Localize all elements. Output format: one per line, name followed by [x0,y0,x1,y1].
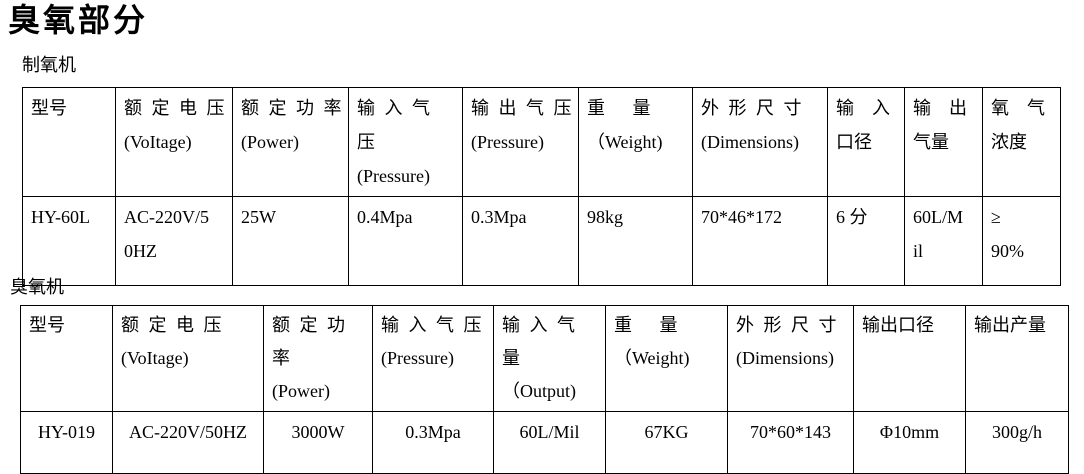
ozone-machine-table: 型号 额 定 电 压 (VoItage) 额 定 功 率 (Power) 输 入 气… [20,305,1069,474]
header-dimensions-en: (Dimensions) [701,132,799,152]
header-output-pressure-en: (Pressure) [471,132,544,152]
header-input-caliber-zh: 输 入 口径 [836,98,890,152]
cell-output-caliber: Φ10mm [853,411,966,474]
header-input-airflow-en: （Output) [502,381,576,401]
header-cell-dimensions: 外 形 尺 寸 (Dimensions) [727,305,854,412]
header-power-zh: 额 定 功 率 [272,315,345,368]
cell-oxygen-concentration: ≥ 90% [982,196,1061,286]
header-weight-zh: 重 量 [614,315,678,335]
cell-input-caliber: 6 分 [827,196,905,286]
header-cell-output-pressure: 输 出 气 压 (Pressure) [462,87,579,197]
header-input-pressure-zh: 输 入 气 压 [357,98,430,152]
header-dimensions-zh: 外 形 尺 寸 [701,98,802,118]
header-cell-input-pressure: 输 入 气 压 (Pressure) [372,305,494,412]
header-output-yield-zh: 输出产量 [974,315,1046,335]
header-input-pressure-en: (Pressure) [357,166,430,186]
header-output-pressure-zh: 输 出 气 压 [471,98,572,118]
cell-weight: 98kg [578,196,693,286]
header-cell-weight: 重 量 （Weight) [578,87,693,197]
header-input-airflow-zh: 输 入 气 量 [502,315,575,368]
header-input-pressure-zh: 输 入 气 压 [381,315,482,335]
oxygen-generator-table: 型号 额 定 电 压 (VoItage) 额 定 功 率 (Power) 输 入 气… [22,87,1061,286]
header-cell-output-caliber: 输出口径 [853,305,966,412]
header-model-zh: 型号 [31,98,67,118]
header-voltage-zh: 额 定 电 压 [124,98,225,118]
header-weight-zh: 重 量 [587,98,651,118]
header-voltage-zh: 额 定 电 压 [121,315,222,335]
page-title: 臭氧部分 [8,2,149,38]
cell-output-yield: 300g/h [965,411,1069,474]
header-cell-output-airflow: 输 出 气量 [904,87,983,197]
oxygen-generator-label: 制氧机 [22,55,76,75]
cell-dimensions: 70*46*172 [692,196,828,286]
cell-power: 3000W [263,411,373,474]
ozone-machine-label: 臭氧机 [10,277,64,297]
header-cell-input-airflow: 输 入 气 量 （Output) [493,305,606,412]
header-input-pressure-en: (Pressure) [381,348,454,368]
cell-model: HY-019 [20,411,113,474]
cell-output-pressure: 0.3Mpa [462,196,579,286]
header-cell-voltage: 额 定 电 压 (VoItage) [115,87,233,197]
header-voltage-en: (VoItage) [121,348,189,368]
header-power-zh: 额 定 功 率 [241,98,342,118]
header-cell-output-yield: 输出产量 [965,305,1069,412]
header-weight-en: （Weight) [614,348,690,368]
cell-power: 25W [232,196,349,286]
header-cell-voltage: 额 定 电 压 (VoItage) [112,305,264,412]
header-cell-input-pressure: 输 入 气 压 (Pressure) [348,87,463,197]
ozone-data-row: HY-019 AC-220V/50HZ 3000W 0.3Mpa 60L/Mil… [20,411,1069,474]
header-power-en: (Power) [272,381,330,401]
header-output-airflow-zh: 输 出 气量 [913,98,967,152]
oxygen-data-row: HY-60L AC-220V/5 0HZ 25W 0.4Mpa 0.3Mpa 9… [22,196,1061,286]
header-cell-oxygen-concentration: 氧 气 浓度 [982,87,1061,197]
header-oxygen-concentration-zh: 氧 气 浓度 [991,98,1045,152]
header-power-en: (Power) [241,132,299,152]
header-model-zh: 型号 [29,315,65,335]
cell-input-pressure: 0.4Mpa [348,196,463,286]
header-cell-model: 型号 [22,87,116,197]
header-cell-input-caliber: 输 入 口径 [827,87,905,197]
header-cell-weight: 重 量 （Weight) [605,305,728,412]
header-cell-model: 型号 [20,305,113,412]
header-cell-dimensions: 外 形 尺 寸 (Dimensions) [692,87,828,197]
cell-input-pressure: 0.3Mpa [372,411,494,474]
cell-weight: 67KG [605,411,728,474]
header-output-caliber-zh: 输出口径 [862,315,934,335]
cell-output-airflow: 60L/M il [904,196,983,286]
header-voltage-en: (VoItage) [124,132,192,152]
cell-dimensions: 70*60*143 [727,411,854,474]
oxygen-header-row: 型号 额 定 电 压 (VoItage) 额 定 功 率 (Power) 输 入 气… [22,87,1061,197]
header-cell-power: 额 定 功 率 (Power) [232,87,349,197]
ozone-header-row: 型号 额 定 电 压 (VoItage) 额 定 功 率 (Power) 输 入 气… [20,305,1069,412]
header-cell-power: 额 定 功 率 (Power) [263,305,373,412]
cell-input-airflow: 60L/Mil [493,411,606,474]
cell-voltage: AC-220V/50HZ [112,411,264,474]
cell-voltage: AC-220V/5 0HZ [115,196,233,286]
header-weight-en: （Weight) [587,132,663,152]
header-dimensions-en: (Dimensions) [736,348,834,368]
cell-model: HY-60L [22,196,116,286]
header-dimensions-zh: 外 形 尺 寸 [736,315,837,335]
